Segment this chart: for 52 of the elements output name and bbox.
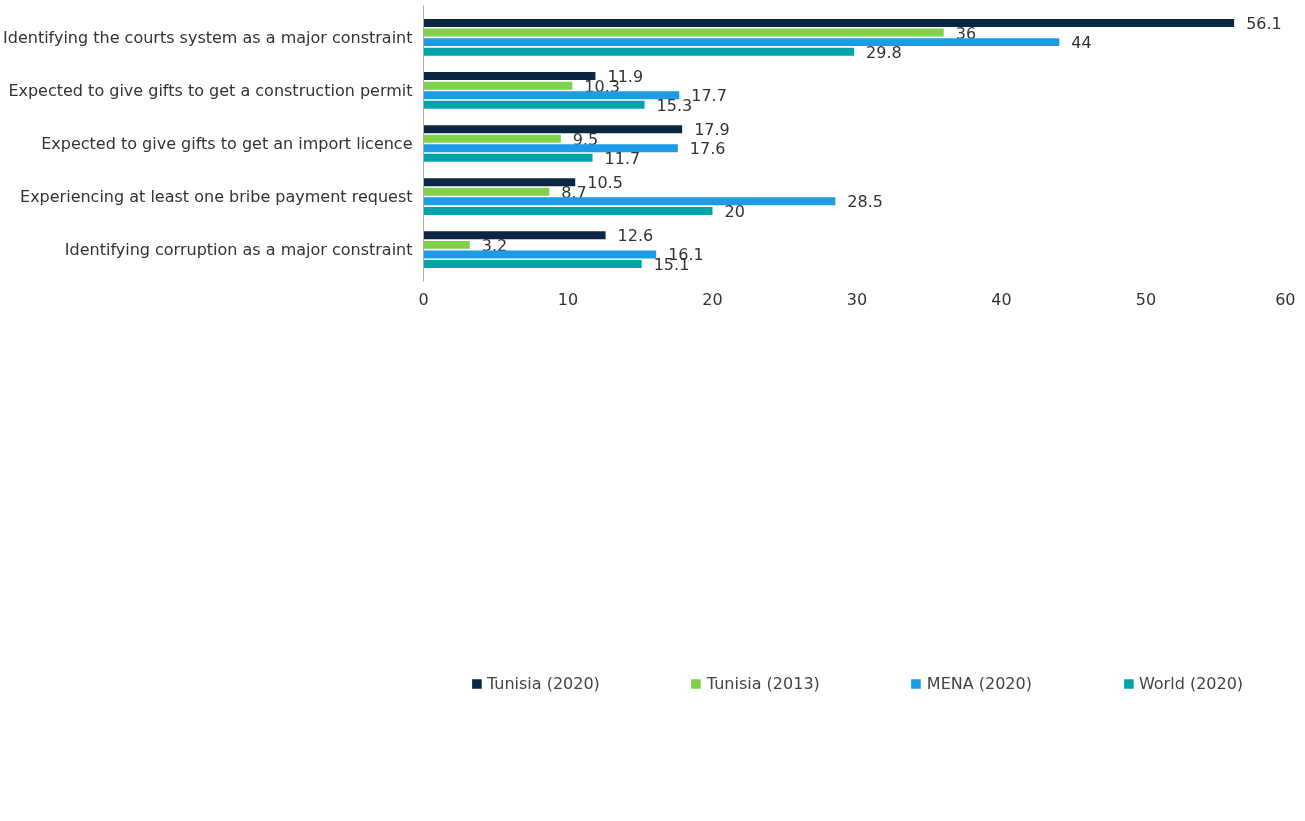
data-label: 15.3 <box>656 95 693 115</box>
bar <box>423 91 680 100</box>
x-tick-label: 20 <box>702 289 723 309</box>
bar <box>423 197 836 206</box>
data-label: 17.7 <box>691 86 727 106</box>
x-tick-label: 60 <box>1275 289 1296 309</box>
bar <box>423 250 657 259</box>
bar <box>423 240 470 249</box>
data-label: 8.7 <box>561 182 587 202</box>
bar <box>423 100 645 109</box>
bar <box>423 47 855 56</box>
bar <box>423 206 713 215</box>
bar <box>423 81 573 90</box>
data-label: 56.1 <box>1246 14 1282 34</box>
legend-label: World (2020) <box>1138 673 1244 693</box>
legend-label: Tunisia (2013) <box>706 673 820 693</box>
x-tick-label: 50 <box>1135 289 1157 309</box>
y-tick-label: Identifying the courts system as a major constraint <box>3 27 413 47</box>
data-label: 11.7 <box>604 148 641 168</box>
legend-label: Tunisia (2020) <box>486 673 600 693</box>
data-label: 20 <box>724 201 745 221</box>
data-label: 17.9 <box>694 120 730 140</box>
y-tick-label: Expected to give gifts to get an import licence <box>41 134 413 153</box>
data-label: 12.6 <box>617 226 654 246</box>
data-label: 3.2 <box>481 235 508 255</box>
bar <box>423 187 550 196</box>
data-label: 17.6 <box>689 139 726 159</box>
bar <box>423 260 642 268</box>
legend-label: MENA (2020) <box>926 673 1032 693</box>
bar <box>423 28 944 37</box>
x-tick-label: 40 <box>991 289 1012 309</box>
x-tick-label: 30 <box>846 289 868 309</box>
bar <box>423 134 561 143</box>
bar <box>423 144 678 153</box>
y-tick-label: Expected to give gifts to get a construction permit <box>8 80 413 100</box>
data-label: 44 <box>1071 33 1092 53</box>
data-label: 36 <box>955 23 977 43</box>
bar <box>423 178 576 187</box>
bar <box>423 38 1060 47</box>
data-label: 29.8 <box>866 42 902 62</box>
bar <box>423 72 596 81</box>
data-label: 28.5 <box>847 192 883 212</box>
bar <box>423 231 606 240</box>
bar <box>423 125 683 134</box>
data-label: 9.5 <box>572 129 599 149</box>
y-tick-label: Identifying corruption as a major constraint <box>64 240 413 260</box>
y-tick-label: Experiencing at least one bribe payment request <box>20 187 413 207</box>
bar <box>423 153 593 162</box>
x-tick-label: 10 <box>557 289 579 309</box>
data-label: 10.5 <box>587 173 623 193</box>
bar <box>423 19 1235 27</box>
x-tick-label: 0 <box>418 289 429 309</box>
